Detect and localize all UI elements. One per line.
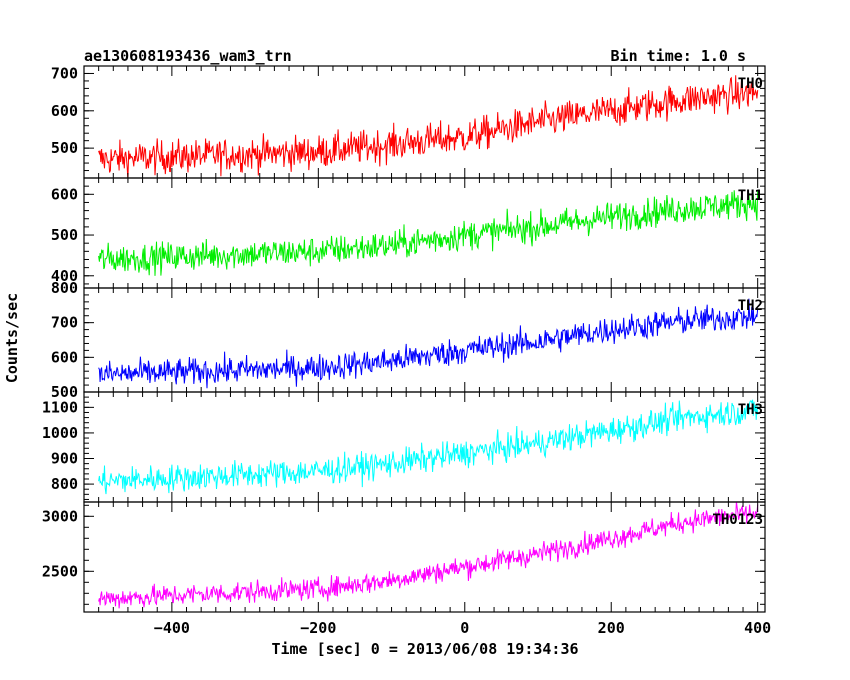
x-axis-title: Time [sec] 0 = 2013/06/08 19:34:36 [271,640,578,658]
panel-frame [83,391,766,503]
panel-th3: 800 900 1000 1100 TH3 [42,391,766,503]
panel-label-th0: TH0 [738,76,763,92]
series-line-th3 [98,399,759,495]
y-tick-label: 1000 [42,424,78,442]
panel-frame [83,177,766,289]
series-line-th0 [98,75,759,178]
y-tick-label: 700 [51,64,78,82]
y-tick-label: 900 [51,450,78,468]
series-line-th1 [98,189,759,276]
panel-frame [83,501,766,613]
y-tick-label: 800 [51,475,78,493]
y-tick-label: 700 [51,314,78,332]
series-line-th2 [98,298,759,389]
x-tick-label: −400 [154,619,190,637]
panel-label-th0123: TH0123 [712,512,763,528]
x-tick-label: 400 [744,619,771,637]
y-tick-label: 3000 [42,507,78,525]
panel-label-th2: TH2 [738,298,763,314]
y-tick-label: 500 [51,139,78,157]
y-tick-label: 1100 [42,398,78,416]
y-tick-label: 500 [51,383,78,401]
y-axis-title: Counts/sec [3,293,21,383]
y-tick-label: 2500 [42,562,78,580]
y-tick-label: 600 [51,348,78,366]
y-tick-label: 600 [51,185,78,203]
bin-time-label: Bin time: 1.0 s [611,47,746,65]
panel-frame [83,65,766,179]
x-tick-label: 200 [598,619,625,637]
series-line-th0123 [98,502,759,609]
panel-th1: 400 500 600 TH1 [51,177,766,289]
y-tick-label: 500 [51,226,78,244]
panels-group: 500 600 700 TH0 400 500 600 TH1 500 600 700 800 TH2 8… [42,64,771,637]
panel-th0123: 2500 3000 TH0123 [42,501,766,613]
y-tick-label: 800 [51,279,78,297]
x-tick-label: −200 [300,619,336,637]
y-tick-label: 400 [51,267,78,285]
panel-th0: 500 600 700 TH0 [51,64,766,179]
panel-label-th3: TH3 [738,402,763,418]
y-tick-label: 600 [51,102,78,120]
panel-label-th1: TH1 [738,188,763,204]
x-tick-label: 0 [460,619,469,637]
panel-th2: 500 600 700 800 TH2 [51,279,766,401]
chart-title: ae130608193436_wam3_trn [84,47,292,65]
panel-frame [83,287,766,393]
